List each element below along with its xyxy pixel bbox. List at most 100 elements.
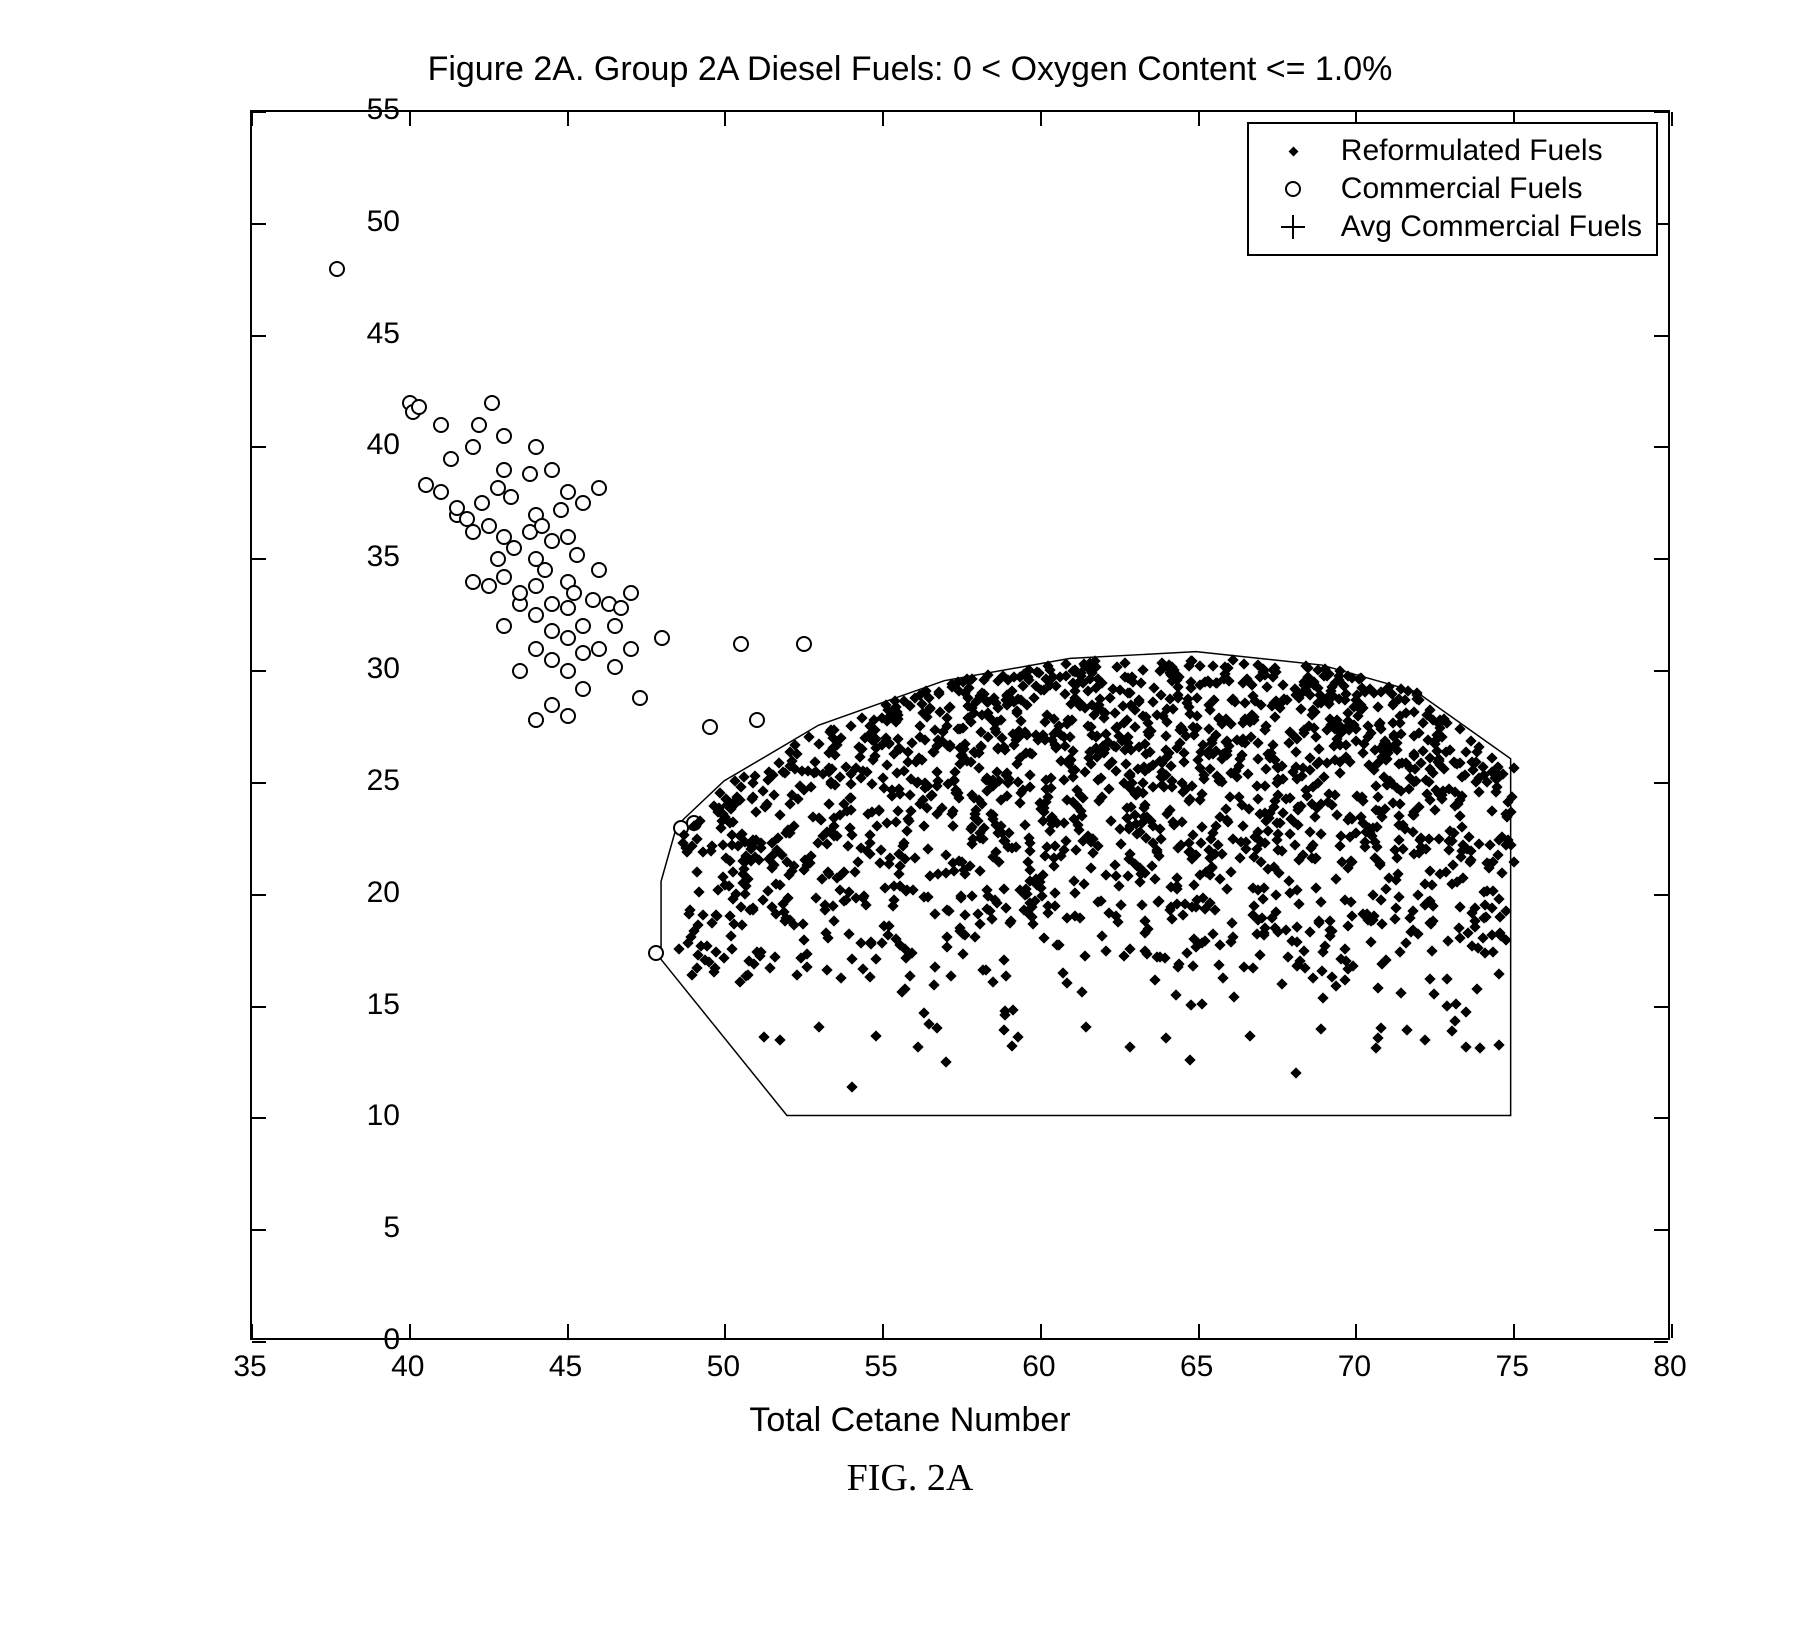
x-tick-label: 80	[1653, 1350, 1686, 1384]
y-tick-label: 15	[340, 988, 400, 1022]
reformulated-point	[813, 738, 824, 749]
reformulated-point	[1474, 1042, 1485, 1053]
reformulated-point	[719, 953, 730, 964]
reformulated-point	[1400, 938, 1411, 949]
reformulated-point	[1129, 721, 1140, 732]
reformulated-point	[768, 790, 779, 801]
reformulated-point	[1245, 1031, 1256, 1042]
reformulated-point	[1062, 978, 1073, 989]
reformulated-point	[988, 976, 999, 987]
reformulated-point	[1408, 706, 1419, 717]
reformulated-point	[1433, 834, 1444, 845]
reformulated-point	[1207, 660, 1218, 671]
commercial-point	[534, 518, 550, 534]
reformulated-point	[881, 759, 892, 770]
reformulated-point	[1225, 866, 1236, 877]
reformulated-point	[973, 763, 984, 774]
reformulated-point	[1262, 825, 1273, 836]
reformulated-point	[1290, 839, 1301, 850]
reformulated-point	[966, 890, 977, 901]
commercial-point	[623, 641, 639, 657]
y-tick-label: 55	[340, 93, 400, 127]
reformulated-point	[1290, 746, 1301, 757]
commercial-point	[418, 477, 434, 493]
y-tick-label: 20	[340, 876, 400, 910]
reformulated-point	[1277, 978, 1288, 989]
reformulated-point	[1101, 945, 1112, 956]
reformulated-point	[1109, 707, 1120, 718]
reformulated-point	[1149, 974, 1160, 985]
reformulated-point	[1305, 926, 1316, 937]
commercial-point	[471, 417, 487, 433]
commercial-point	[433, 417, 449, 433]
commercial-point	[702, 719, 718, 735]
reformulated-point	[1214, 939, 1225, 950]
commercial-point	[537, 562, 553, 578]
reformulated-point	[1196, 999, 1207, 1010]
reformulated-point	[1149, 873, 1160, 884]
commercial-point	[503, 489, 519, 505]
reformulated-point	[1357, 747, 1368, 758]
reformulated-point	[1001, 971, 1012, 982]
reformulated-point	[1426, 946, 1437, 957]
x-tick-label: 50	[707, 1350, 740, 1384]
reformulated-point	[1148, 697, 1159, 708]
reformulated-point	[1331, 873, 1342, 884]
reformulated-point	[929, 961, 940, 972]
commercial-point	[560, 663, 576, 679]
reformulated-point	[1508, 857, 1519, 868]
reformulated-point	[1316, 965, 1327, 976]
reformulated-point	[855, 938, 866, 949]
y-tick-label: 25	[340, 764, 400, 798]
reformulated-point	[814, 1021, 825, 1032]
reformulated-point	[842, 840, 853, 851]
reformulated-point	[1160, 953, 1171, 964]
reformulated-point	[1284, 828, 1295, 839]
reformulated-point	[929, 909, 940, 920]
reformulated-point	[1228, 991, 1239, 1002]
commercial-point	[481, 518, 497, 534]
reformulated-point	[1365, 936, 1376, 947]
reformulated-point	[1122, 870, 1133, 881]
commercial-point	[560, 484, 576, 500]
reformulated-point	[999, 1025, 1010, 1036]
reformulated-point	[1313, 743, 1324, 754]
commercial-point	[575, 681, 591, 697]
reformulated-point	[1332, 809, 1343, 820]
reformulated-point	[1293, 898, 1304, 909]
legend-item-avg: Avg Commercial Fuels	[1263, 208, 1642, 246]
reformulated-point	[998, 884, 1009, 895]
reformulated-point	[1252, 754, 1263, 765]
reformulated-point	[1494, 894, 1505, 905]
reformulated-point	[1442, 935, 1453, 946]
commercial-point	[411, 399, 427, 415]
reformulated-point	[1076, 987, 1087, 998]
reformulated-point	[1069, 888, 1080, 899]
reformulated-point	[846, 1081, 857, 1092]
commercial-point	[544, 652, 560, 668]
commercial-point	[560, 600, 576, 616]
reformulated-point	[1394, 946, 1405, 957]
reformulated-point	[799, 934, 810, 945]
commercial-point	[553, 502, 569, 518]
reformulated-point	[1104, 784, 1115, 795]
reformulated-point	[904, 970, 915, 981]
reformulated-point	[1370, 1042, 1381, 1053]
reformulated-point	[1424, 974, 1435, 985]
plus-icon	[1263, 213, 1323, 241]
reformulated-point	[1317, 992, 1328, 1003]
reformulated-point	[717, 839, 728, 850]
reformulated-point	[947, 820, 958, 831]
commercial-point	[575, 645, 591, 661]
reformulated-point	[1218, 972, 1229, 983]
commercial-point	[648, 945, 664, 961]
commercial-point	[733, 636, 749, 652]
reformulated-point	[834, 884, 845, 895]
reformulated-point	[1487, 947, 1498, 958]
reformulated-point	[1315, 896, 1326, 907]
y-tick-label: 50	[340, 205, 400, 239]
reformulated-point	[1342, 920, 1353, 931]
commercial-point	[496, 428, 512, 444]
reformulated-point	[1335, 767, 1346, 778]
x-tick-label: 40	[391, 1350, 424, 1384]
